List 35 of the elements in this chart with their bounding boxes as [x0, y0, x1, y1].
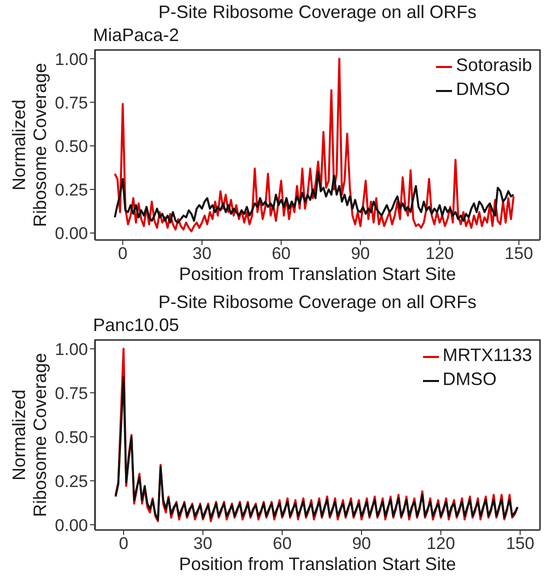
y-tick-label: 0.25	[54, 472, 88, 491]
y-tick-label: 0.00	[54, 516, 88, 535]
chart-title: P-Site Ribosome Coverage on all ORFs	[157, 292, 478, 313]
chart-subtitle: MiaPaca-2	[93, 25, 180, 46]
x-tick-label: 60	[272, 534, 292, 554]
y-tick-label: 0.75	[54, 384, 88, 403]
y-axis-title: Normalized Ribosome Coverage	[9, 352, 51, 520]
legend-label: Sotorasib	[456, 55, 532, 75]
x-tick-label: 120	[425, 244, 454, 264]
y-tick-label: 0.25	[54, 180, 88, 200]
x-tick-label: 120	[426, 534, 456, 554]
legend-label: MRTX1133	[442, 345, 532, 365]
y-tick-label: 0.50	[54, 136, 88, 156]
y-tick-label: 0.50	[54, 428, 88, 447]
y-tick-label: 1.00	[54, 50, 88, 69]
x-tick-label: 0	[118, 244, 128, 264]
line-series	[114, 171, 515, 224]
x-tick-label: 0	[118, 534, 128, 554]
x-axis-title: Position from Translation Start Site	[178, 554, 458, 575]
x-tick-label: 90	[352, 534, 371, 554]
y-tick-label: 0.00	[54, 224, 88, 244]
chart-subtitle: Panc10.05	[93, 315, 180, 336]
x-tick-label: 60	[272, 244, 291, 264]
x-axis-title: Position from Translation Start Site	[178, 264, 458, 285]
x-tick-label: 150	[506, 534, 534, 554]
x-tick-label: 90	[350, 244, 370, 264]
x-tick-label: 150	[504, 244, 534, 264]
y-tick-label: 0.75	[54, 93, 88, 112]
y-tick-label: 1.00	[54, 340, 88, 359]
x-tick-label: 30	[193, 534, 212, 554]
legend-label: DMSO	[456, 79, 510, 99]
legend-label: DMSO	[442, 369, 497, 389]
chart-title: P-Site Ribosome Coverage on all ORFs	[157, 2, 478, 23]
x-tick-label: 30	[192, 244, 212, 264]
y-axis-title: Normalized Ribosome Coverage	[9, 62, 51, 230]
